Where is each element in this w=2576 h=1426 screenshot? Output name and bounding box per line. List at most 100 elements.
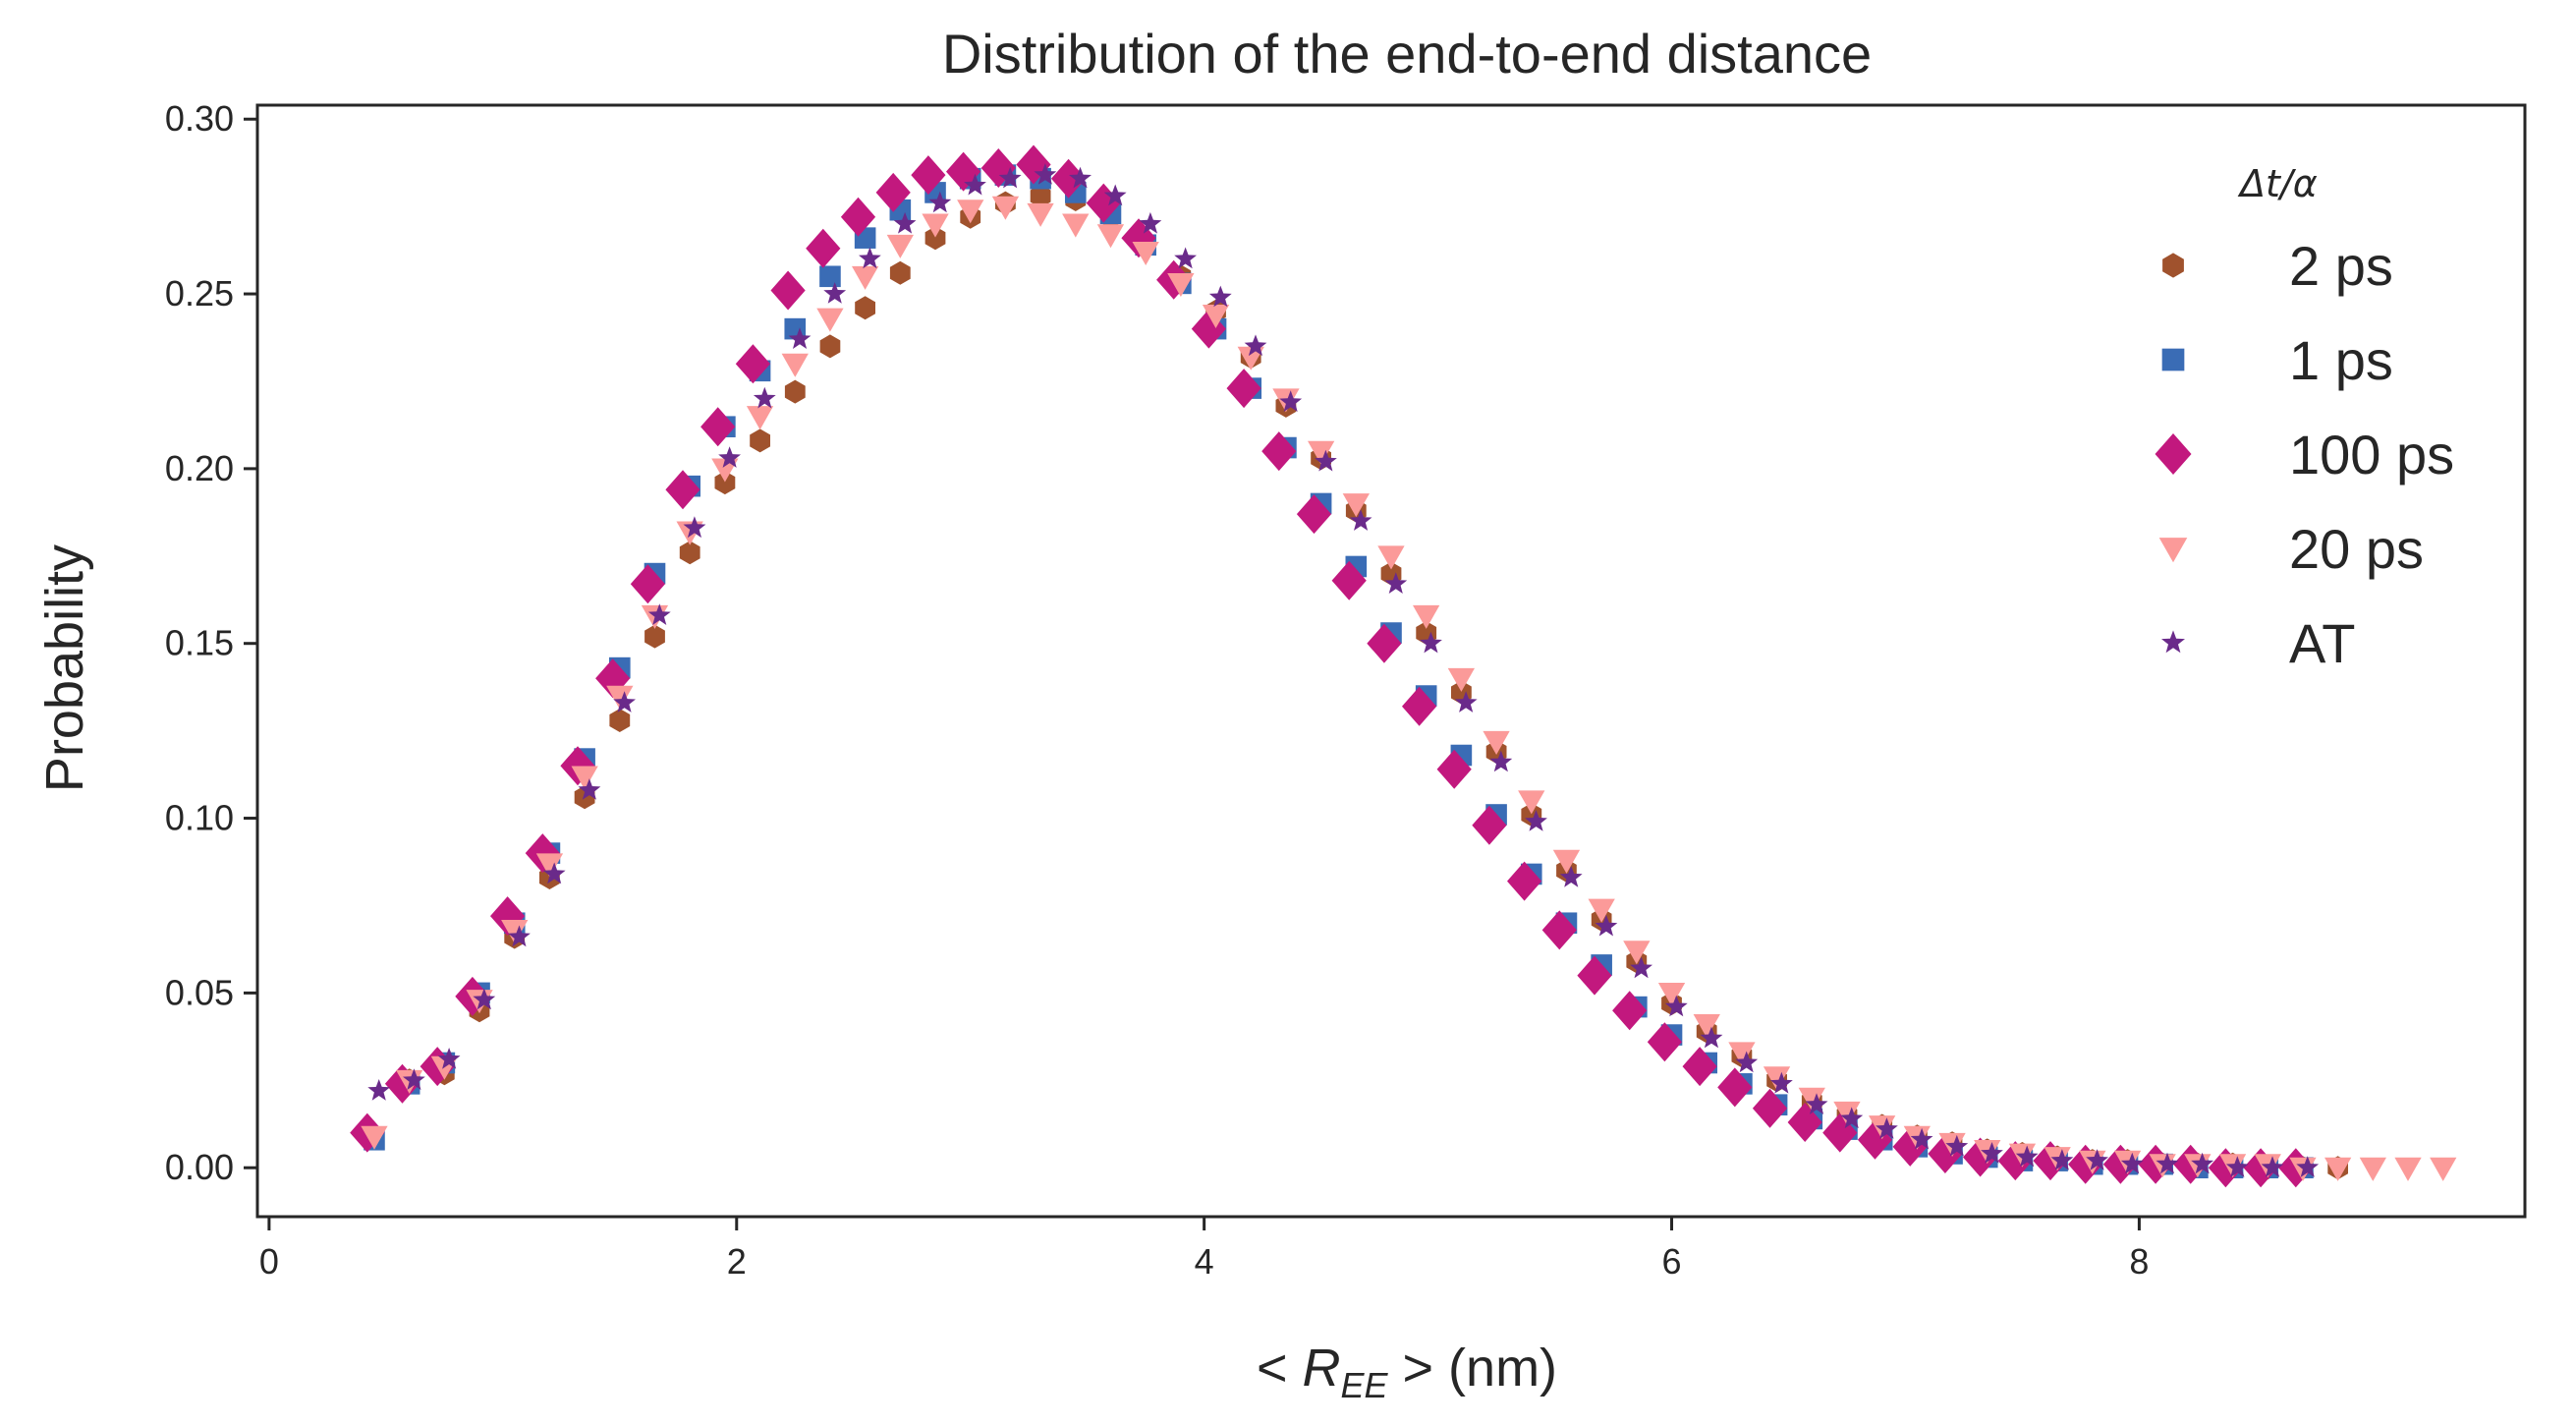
data-point xyxy=(700,407,736,447)
data-point xyxy=(1402,686,1437,726)
data-point xyxy=(1595,914,1618,937)
data-point xyxy=(1331,560,1367,600)
data-point xyxy=(998,166,1022,189)
data-point xyxy=(819,334,841,359)
data-point xyxy=(1132,242,1159,265)
legend-marker xyxy=(2162,253,2184,278)
data-point xyxy=(473,988,496,1010)
legend-label: 20 ps xyxy=(2289,518,2424,580)
series-at xyxy=(367,163,2320,1177)
data-point xyxy=(403,1068,425,1090)
data-point xyxy=(1121,218,1156,258)
data-point xyxy=(816,308,844,332)
data-point xyxy=(1717,1067,1753,1108)
x-axis-title-prefix: < xyxy=(1257,1339,1303,1397)
data-point xyxy=(746,406,774,430)
data-point xyxy=(1244,334,1267,357)
data-point xyxy=(1630,956,1652,979)
data-point xyxy=(1377,545,1405,570)
data-point xyxy=(679,541,700,565)
data-point xyxy=(1030,184,1051,208)
y-tick-label: 0.15 xyxy=(165,623,234,663)
x-tick-label: 0 xyxy=(259,1241,279,1282)
data-point xyxy=(2225,1156,2249,1177)
x-axis-title-symbol: R xyxy=(1302,1339,1340,1397)
data-point xyxy=(1682,1047,1717,1087)
data-point xyxy=(859,247,881,269)
data-point xyxy=(609,709,631,732)
data-point xyxy=(770,270,806,311)
x-axis-title: < REE > (nm) xyxy=(1257,1339,1557,1405)
data-point xyxy=(1728,1042,1756,1066)
data-point xyxy=(1769,1071,1793,1094)
data-point xyxy=(1349,509,1372,531)
data-point xyxy=(1752,1088,1788,1128)
data-point xyxy=(1588,898,1615,923)
data-point xyxy=(525,833,560,874)
data-point xyxy=(1034,163,1057,185)
data-point xyxy=(957,200,984,224)
x-tick-label: 6 xyxy=(1662,1241,1682,1282)
legend-marker xyxy=(2155,433,2192,475)
data-point xyxy=(2120,1152,2144,1174)
data-point xyxy=(2050,1149,2074,1170)
data-point xyxy=(1876,1117,1898,1139)
data-point xyxy=(964,173,986,196)
data-point xyxy=(1525,810,1547,831)
data-point xyxy=(1945,1134,1969,1157)
data-point xyxy=(924,226,946,251)
data-point xyxy=(1308,440,1335,465)
data-point xyxy=(1693,1014,1720,1038)
data-point xyxy=(1296,494,1332,535)
data-point xyxy=(889,260,911,285)
data-point xyxy=(1805,1093,1828,1114)
data-point xyxy=(542,862,566,884)
legend-label: 1 ps xyxy=(2289,329,2393,391)
data-point xyxy=(1840,1107,1864,1129)
data-point xyxy=(714,471,736,495)
data-point xyxy=(1763,1066,1791,1091)
data-point xyxy=(1735,1051,1759,1073)
data-point xyxy=(823,282,847,304)
data-point xyxy=(2394,1157,2422,1181)
data-point xyxy=(2086,1149,2108,1170)
data-point xyxy=(1103,184,1127,206)
data-point xyxy=(1174,247,1197,269)
x-tick-label: 8 xyxy=(2129,1241,2149,1282)
data-point xyxy=(578,778,601,800)
data-point xyxy=(437,1048,461,1069)
data-point xyxy=(1261,431,1297,472)
data-point xyxy=(922,213,949,238)
data-point xyxy=(1367,623,1402,663)
data-point xyxy=(1612,991,1648,1031)
data-point xyxy=(1226,369,1261,409)
data-point xyxy=(606,685,634,710)
data-point xyxy=(928,191,952,213)
data-point xyxy=(1518,790,1545,815)
legend-label: 100 ps xyxy=(2289,424,2454,485)
data-point xyxy=(1489,750,1513,772)
data-point xyxy=(2261,1156,2284,1177)
axes: 0.00 0.05 0.10 0.15 0.20 0.25 0.30 0 2 4 6 8 xyxy=(165,98,2149,1282)
x-tick-label: 4 xyxy=(1195,1241,1214,1282)
data-point xyxy=(886,234,914,258)
legend-label: AT xyxy=(2289,612,2355,674)
legend-title: Δt/α xyxy=(2237,162,2318,205)
data-point xyxy=(508,925,531,947)
data-point xyxy=(1139,211,1162,234)
data-point xyxy=(1027,202,1054,227)
y-tick-label: 0.10 xyxy=(165,798,234,838)
data-point xyxy=(1447,667,1475,692)
data-point xyxy=(735,344,770,384)
data-point xyxy=(875,172,911,212)
data-point xyxy=(1798,1087,1825,1112)
data-point xyxy=(2156,1152,2179,1174)
y-tick-label: 0.00 xyxy=(165,1147,234,1187)
plot-frame xyxy=(255,103,2527,1219)
legend: Δt/α 2 ps 1 ps 100 ps 20 ps AT xyxy=(2155,162,2454,674)
data-point xyxy=(2430,1157,2457,1181)
data-point xyxy=(1559,866,1583,887)
y-tick-label: 0.20 xyxy=(165,448,234,488)
data-point xyxy=(1700,1026,1723,1049)
